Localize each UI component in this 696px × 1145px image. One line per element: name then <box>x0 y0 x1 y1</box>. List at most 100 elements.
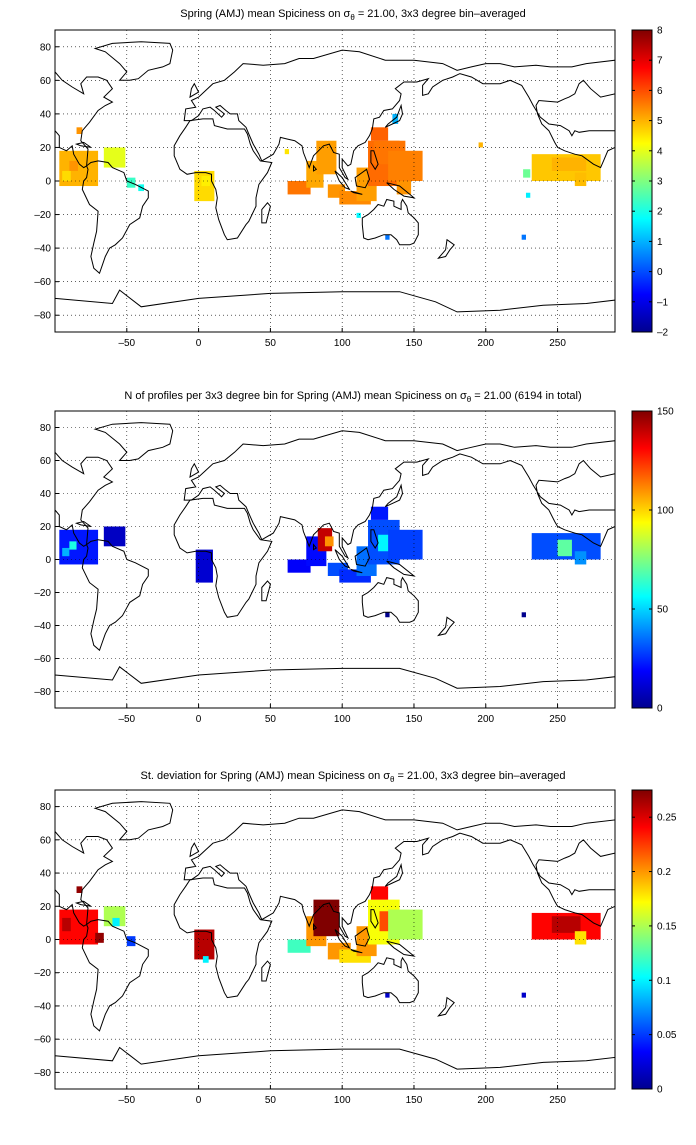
y-tick-label: 60 <box>40 76 52 87</box>
coastline <box>93 801 174 841</box>
x-tick-label: 200 <box>477 714 494 725</box>
y-tick-label: –40 <box>34 1001 51 1012</box>
panel-1: –50 0 50 100 150 200 250806040200–20–40–60–808… <box>34 26 668 350</box>
data-cell <box>62 547 70 557</box>
data-cell <box>103 526 126 547</box>
colorbar-tick-label: 6 <box>657 86 663 97</box>
data-cell <box>370 506 389 520</box>
data-cell <box>287 181 311 195</box>
data-cell <box>574 931 587 945</box>
data-cell <box>287 939 311 953</box>
data-cell <box>551 157 587 171</box>
coastline <box>173 118 273 241</box>
colorbar-tick-label: 7 <box>657 56 663 67</box>
data-cell <box>478 142 483 148</box>
colorbar-tick-label: 50 <box>657 605 669 616</box>
x-tick-label: 200 <box>477 1095 494 1106</box>
data-cell <box>324 536 334 547</box>
coastline <box>74 900 92 907</box>
data-cell <box>103 906 126 927</box>
colorbar <box>631 789 653 1090</box>
data-cell <box>95 932 104 943</box>
colorbar-tick-label: 0.1 <box>657 976 671 987</box>
coastline <box>54 70 114 169</box>
data-cell <box>76 886 83 893</box>
x-tick-label: 250 <box>549 714 566 725</box>
x-tick-label: –50 <box>118 1095 135 1106</box>
coastline <box>81 539 149 652</box>
x-tick-label: 150 <box>406 338 423 349</box>
data-cell <box>194 929 215 960</box>
x-tick-label: 0 <box>196 1095 202 1106</box>
data-cell <box>69 160 78 171</box>
data-cell <box>551 916 581 933</box>
data-cells <box>59 113 601 240</box>
data-cell <box>103 147 126 168</box>
data-cell <box>370 127 389 141</box>
panel-2-title: N of profiles per 3x3 degree bin for Spr… <box>124 390 581 404</box>
coastline <box>437 238 455 260</box>
colorbar-tick-label: 4 <box>657 146 663 157</box>
coastline <box>437 996 455 1017</box>
data-cell <box>284 149 290 155</box>
coastline <box>334 549 351 569</box>
data-cell <box>316 140 337 175</box>
y-tick-label: –80 <box>34 1068 51 1079</box>
y-tick-label: 40 <box>40 869 52 880</box>
x-tick-label: 100 <box>334 338 351 349</box>
x-tick-label: 250 <box>549 1095 566 1106</box>
y-tick-label: 0 <box>45 177 51 188</box>
x-tick-label: –50 <box>118 338 135 349</box>
coastline <box>183 809 616 940</box>
grid-lines <box>55 411 615 708</box>
y-tick-label: 60 <box>40 835 52 846</box>
coastline <box>384 483 404 508</box>
data-cell <box>521 612 526 618</box>
x-tick-label: –50 <box>118 714 135 725</box>
y-tick-label: 40 <box>40 109 52 120</box>
data-cells <box>59 506 601 618</box>
coastline <box>74 141 92 148</box>
coastline <box>350 568 363 574</box>
coastline <box>354 168 371 189</box>
data-cell <box>59 529 99 565</box>
y-tick-label: –40 <box>34 244 51 255</box>
data-cell <box>396 181 412 195</box>
data-cell <box>62 170 71 181</box>
y-tick-label: 40 <box>40 489 52 500</box>
colorbar-tick-label: 0.05 <box>657 1030 677 1041</box>
coastline <box>384 103 404 128</box>
panel-3: –50 0 50 100 150 200 250806040200–20–40–60–800… <box>34 789 677 1106</box>
coastlines <box>54 422 616 709</box>
coastline <box>261 580 271 602</box>
colorbar <box>631 410 653 709</box>
coastline <box>370 529 379 549</box>
colorbar-tick-label: 0.15 <box>657 921 677 932</box>
coastline <box>354 547 371 567</box>
colorbar-tick-label: –1 <box>657 297 669 308</box>
x-tick-label: 50 <box>265 714 277 725</box>
data-cell <box>523 169 531 178</box>
colorbar-tick-label: 8 <box>657 26 663 37</box>
colorbar-tick-label: 2 <box>657 207 663 218</box>
data-cell <box>370 886 389 900</box>
y-tick-label: 20 <box>40 902 52 913</box>
data-cell <box>69 541 77 550</box>
data-cell <box>385 612 390 618</box>
colorbar-tick-label: 0.2 <box>657 867 671 878</box>
coastline <box>361 198 419 246</box>
panel-1-title: Spring (AMJ) mean Spiciness on σθ = 21.0… <box>180 8 525 22</box>
y-tick-label: –80 <box>34 311 51 322</box>
coastline <box>437 616 455 637</box>
coastline <box>189 842 200 858</box>
coastline <box>313 923 318 931</box>
x-tick-label: 200 <box>477 338 494 349</box>
coastline <box>173 877 273 999</box>
data-cell <box>76 127 83 135</box>
coastline <box>361 576 419 623</box>
coastline <box>93 422 174 461</box>
coastline <box>93 41 174 81</box>
x-tick-label: 150 <box>406 1095 423 1106</box>
